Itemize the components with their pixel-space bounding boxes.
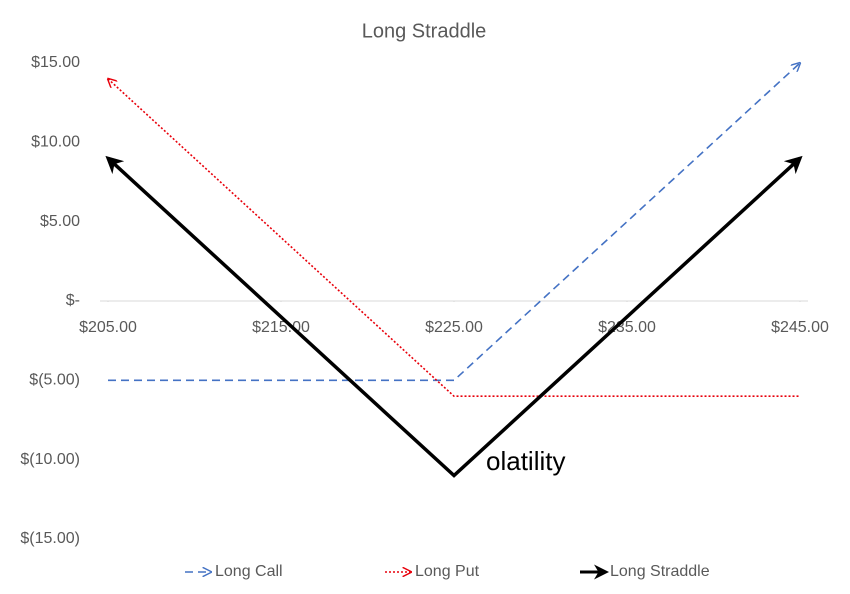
series-line	[108, 79, 800, 398]
legend-label: Long Call	[215, 563, 283, 580]
series-line	[105, 155, 803, 478]
y-tick-label: $(5.00)	[29, 372, 80, 389]
y-tick-label: $-	[66, 292, 80, 309]
legend-label: Long Put	[415, 563, 480, 580]
annotation: olatility	[486, 446, 565, 476]
y-tick-label: $15.00	[31, 54, 80, 71]
x-tick-label: $205.00	[79, 319, 137, 336]
x-tick-label: $225.00	[425, 319, 483, 336]
legend-label: Long Straddle	[610, 563, 710, 580]
y-tick-label: $5.00	[40, 213, 80, 230]
chart-title: Long Straddle	[362, 20, 487, 42]
x-tick-label: $245.00	[771, 319, 829, 336]
y-tick-label: $10.00	[31, 134, 80, 151]
y-tick-label: $(10.00)	[20, 451, 80, 468]
y-tick-label: $(15.00)	[20, 530, 80, 547]
series-line	[108, 63, 800, 382]
